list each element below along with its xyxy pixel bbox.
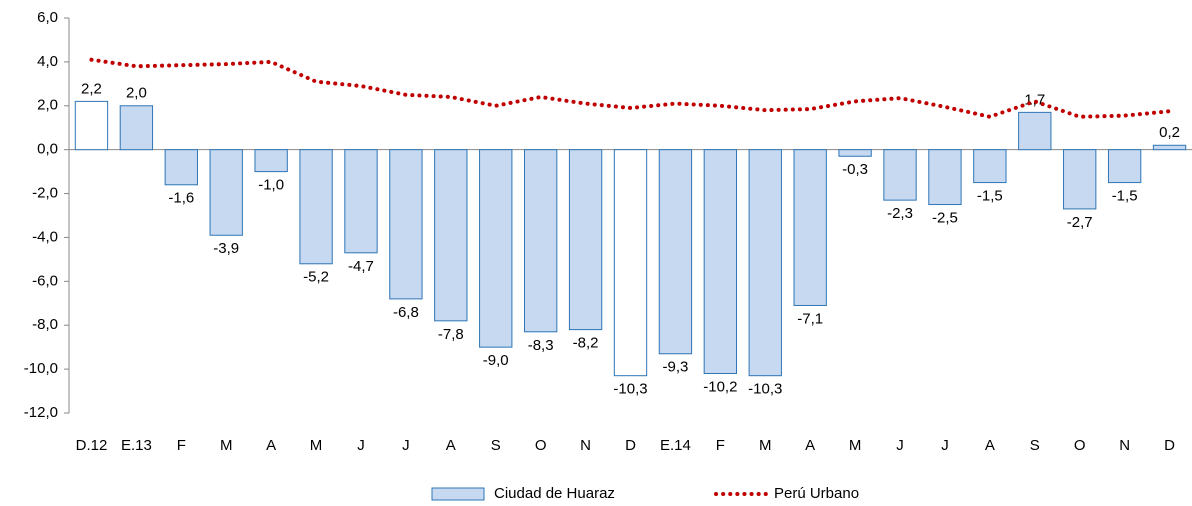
- value-label: -2,3: [887, 205, 913, 222]
- x-tick-label: O: [535, 437, 547, 454]
- bar: [209, 149, 243, 236]
- legend-swatch: [431, 487, 485, 501]
- bar: [1063, 149, 1097, 210]
- x-tick-label: J: [941, 437, 949, 454]
- value-label: -6,8: [393, 304, 419, 321]
- y-tick-label: -10,0: [24, 360, 58, 377]
- x-tick-label: S: [491, 437, 501, 454]
- x-tick-label: S: [1030, 437, 1040, 454]
- y-tick-label: -4,0: [32, 228, 58, 245]
- legend-label: Perú Urbano: [774, 485, 859, 502]
- y-tick-label: 4,0: [37, 53, 58, 70]
- x-tick-label: M: [849, 437, 862, 454]
- bar: [1018, 111, 1052, 151]
- x-tick-label: O: [1074, 437, 1086, 454]
- bar: [299, 149, 333, 265]
- y-tick-label: -6,0: [32, 272, 58, 289]
- value-label: -9,0: [483, 352, 509, 369]
- bar: [973, 149, 1007, 184]
- x-tick-label: E.13: [121, 437, 152, 454]
- x-tick-label: J: [402, 437, 410, 454]
- x-tick-label: N: [580, 437, 591, 454]
- x-tick-label: J: [896, 437, 904, 454]
- x-tick-label: A: [266, 437, 276, 454]
- bar: [883, 149, 917, 201]
- line: [89, 57, 1172, 119]
- x-tick-label: E.14: [660, 437, 691, 454]
- x-tick-label: D: [1164, 437, 1175, 454]
- x-tick-label: N: [1119, 437, 1130, 454]
- value-label: -1,0: [258, 177, 284, 194]
- value-label: 0,2: [1159, 124, 1180, 141]
- value-label: -5,2: [303, 269, 329, 286]
- value-label: -1,5: [977, 188, 1003, 205]
- value-label: -1,5: [1112, 188, 1138, 205]
- bar: [434, 149, 468, 322]
- bar: [838, 149, 872, 157]
- x-tick-label: A: [446, 437, 456, 454]
- value-label: -0,3: [842, 161, 868, 178]
- x-tick-label: F: [716, 437, 725, 454]
- bar: [568, 149, 603, 331]
- x-tick-label: M: [220, 437, 233, 454]
- value-label: -7,1: [797, 310, 823, 327]
- value-label: -7,8: [438, 326, 464, 343]
- bar: [793, 149, 827, 306]
- bar: [254, 149, 288, 173]
- legend-label: Ciudad de Huaraz: [494, 485, 615, 502]
- value-label: 2,0: [126, 85, 147, 102]
- bar: [74, 100, 109, 151]
- bar: [523, 149, 558, 333]
- y-tick-label: -2,0: [32, 185, 58, 202]
- x-tick-label: J: [357, 437, 365, 454]
- bar: [164, 149, 198, 186]
- x-tick-label: A: [985, 437, 995, 454]
- bar: [1107, 149, 1142, 184]
- bar: [1152, 144, 1187, 151]
- y-tick-label: -12,0: [24, 404, 58, 421]
- y-tick-label: 2,0: [37, 97, 58, 114]
- x-tick-label: A: [805, 437, 815, 454]
- x-tick-label: M: [759, 437, 772, 454]
- value-label: -4,7: [348, 258, 374, 275]
- y-tick-label: -8,0: [32, 316, 58, 333]
- value-label: 2,2: [81, 80, 102, 97]
- bar: [479, 149, 513, 348]
- bar: [119, 105, 154, 151]
- bar: [703, 149, 738, 374]
- value-label: -10,3: [748, 381, 782, 398]
- value-label: -8,3: [528, 337, 554, 354]
- value-label: -1,6: [168, 190, 194, 207]
- value-label: -8,2: [573, 335, 599, 352]
- value-label: -2,5: [932, 209, 958, 226]
- value-label: -2,7: [1067, 214, 1093, 231]
- bar: [658, 149, 693, 355]
- value-label: -9,3: [662, 359, 688, 376]
- bar: [389, 149, 423, 300]
- x-tick-label: D: [625, 437, 636, 454]
- value-label: -10,2: [703, 378, 737, 395]
- x-tick-label: D.12: [76, 437, 108, 454]
- x-tick-label: F: [177, 437, 186, 454]
- y-tick-label: 0,0: [37, 141, 58, 158]
- bar: [748, 149, 782, 377]
- x-tick-label: M: [310, 437, 323, 454]
- bar: [928, 149, 962, 206]
- value-label: -10,3: [613, 381, 647, 398]
- bar: [613, 149, 648, 377]
- value-label: -3,9: [213, 240, 239, 257]
- bar: [344, 149, 378, 254]
- y-tick-label: 6,0: [37, 9, 58, 26]
